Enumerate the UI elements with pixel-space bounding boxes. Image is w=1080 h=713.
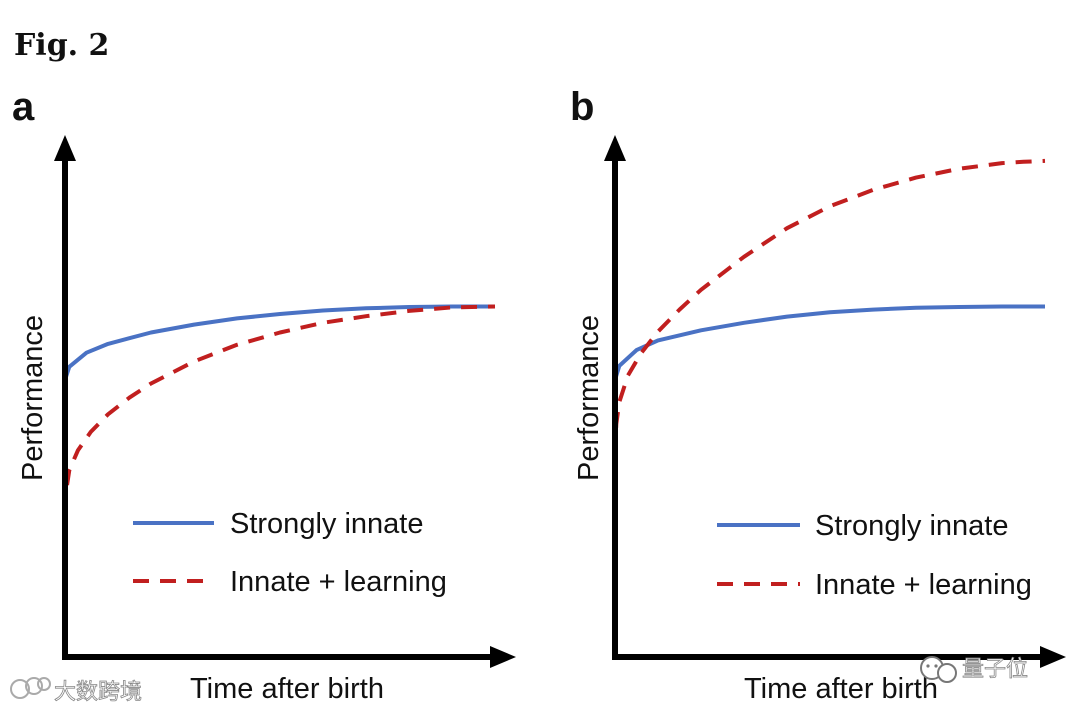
y-axis-arrowhead <box>604 135 626 161</box>
strongly-innate-series-line <box>613 304 1045 381</box>
watermark-right: 量子位 <box>920 656 1028 683</box>
panel-letter: b <box>570 85 594 129</box>
legend-label: Innate + learning <box>815 569 1032 601</box>
legend-label: Strongly innate <box>230 508 423 540</box>
panel-a: a Performance Time after birth Strongly inn… <box>12 85 516 705</box>
wechat-bubbles-icon <box>920 656 957 683</box>
watermark-left-text: 大数跨境 <box>54 680 142 705</box>
y-axis-arrowhead <box>54 135 76 161</box>
figure-title: Fig. 2 <box>14 28 110 63</box>
legend-label: Innate + learning <box>230 566 447 598</box>
y-axis-label: Performance <box>573 315 605 481</box>
innate-learning-series-line <box>613 158 1046 455</box>
x-axis-arrowhead <box>1040 646 1066 668</box>
wechat-bubbles-icon <box>10 677 51 699</box>
panel-b: b Performance Time after birth Strongly inn… <box>570 85 1066 705</box>
watermark-right-text: 量子位 <box>962 657 1028 682</box>
innate-learning-series-line <box>63 304 496 513</box>
x-axis-label: Time after birth <box>190 673 384 705</box>
legend-label: Strongly innate <box>815 510 1008 542</box>
x-axis-label: Time after birth <box>744 673 938 705</box>
panel-letter: a <box>12 85 35 129</box>
y-axis-label: Performance <box>17 315 49 481</box>
x-axis-arrowhead <box>490 646 516 668</box>
strongly-innate-series-line <box>63 304 495 381</box>
watermark-left: 大数跨境 <box>10 677 142 705</box>
